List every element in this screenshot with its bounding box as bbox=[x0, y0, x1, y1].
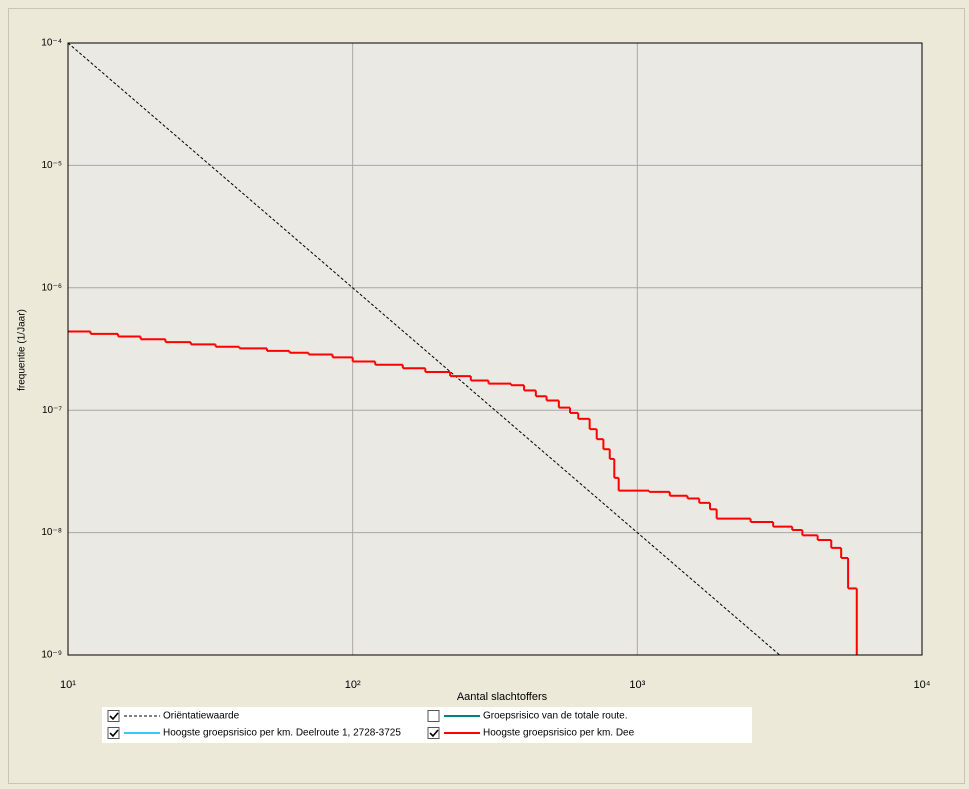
y-tick-label: 10⁻⁶ bbox=[41, 282, 62, 293]
x-tick-label: 10¹ bbox=[60, 679, 76, 691]
legend-checkbox[interactable] bbox=[427, 727, 440, 739]
checkmark bbox=[429, 729, 439, 738]
series-line bbox=[67, 42, 780, 656]
y-tick-label: 10⁻⁹ bbox=[41, 650, 62, 661]
plot-border bbox=[67, 42, 923, 656]
x-tick-label: 10² bbox=[345, 679, 361, 691]
legend-label: Hoogste groepsrisico per km. Deelroute 1… bbox=[163, 728, 401, 739]
x-tick-label: 10³ bbox=[629, 679, 645, 691]
y-tick-label: 10⁻⁷ bbox=[42, 405, 62, 416]
y-tick-label: 10⁻⁸ bbox=[41, 527, 62, 538]
plot-area bbox=[68, 43, 922, 655]
x-axis-label: Aantal slachtoffers bbox=[457, 691, 548, 703]
legend-label: Hoogste groepsrisico per km. Dee bbox=[483, 728, 635, 739]
legend bbox=[102, 707, 752, 743]
x-tick-label: 10⁴ bbox=[914, 679, 931, 691]
legend-label: Groepsrisico van de totale route. bbox=[483, 711, 628, 722]
y-tick-label: 10⁻⁴ bbox=[41, 38, 62, 49]
legend-checkbox[interactable] bbox=[427, 710, 440, 722]
legend-checkbox[interactable] bbox=[107, 727, 120, 739]
checkmark bbox=[109, 712, 119, 721]
y-tick-label: 10⁻⁵ bbox=[41, 160, 62, 171]
checkmark bbox=[109, 729, 119, 738]
legend-checkbox[interactable] bbox=[107, 710, 120, 722]
window-frame bbox=[8, 8, 965, 784]
legend-label: Oriëntatiewaarde bbox=[163, 711, 240, 722]
y-axis-label: frequentie (1/Jaar) bbox=[17, 309, 28, 391]
